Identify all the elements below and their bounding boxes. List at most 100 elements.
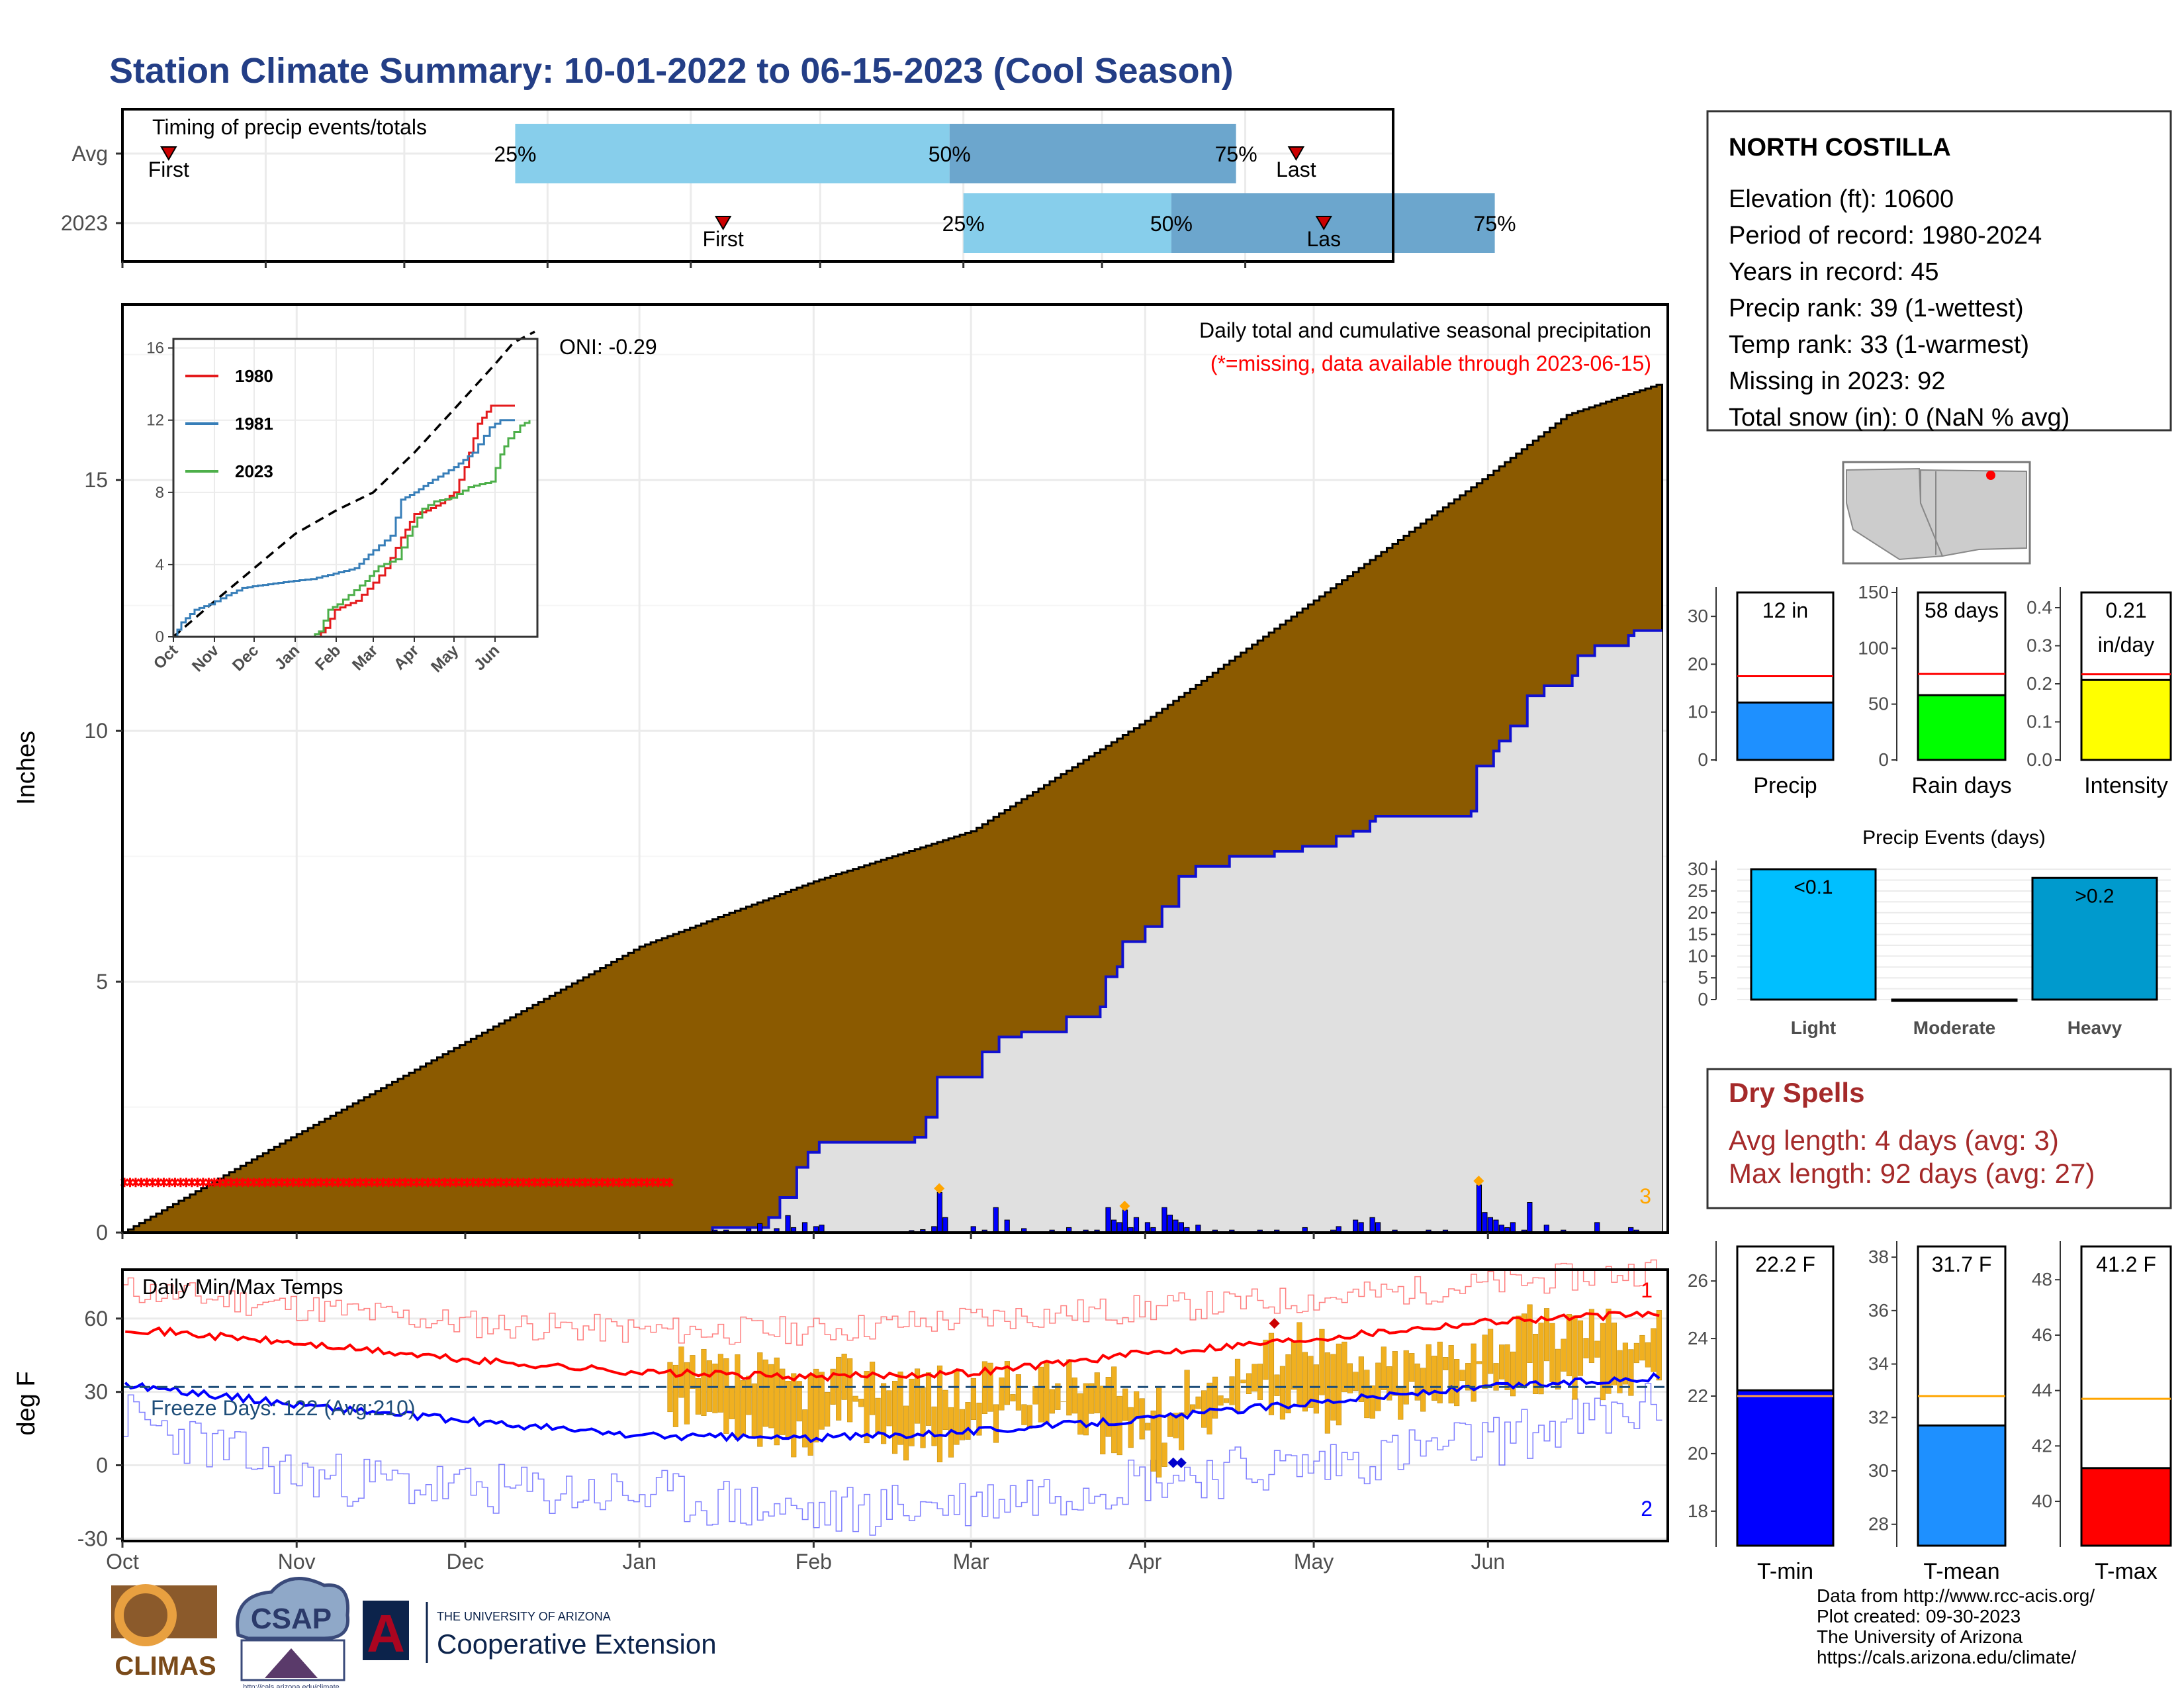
cum-y-axis-label: Inches (13, 731, 40, 805)
daily-temp-range-bar (897, 1372, 903, 1445)
summary-y-tick-label: 10 (1688, 702, 1708, 722)
daily-temp-range-bar (1583, 1338, 1589, 1358)
summary-y-tick-label: 0.0 (2026, 749, 2052, 770)
ua-logo-letter: A (367, 1604, 405, 1663)
daily-precip-bar (1173, 1219, 1179, 1233)
daily-temp-range-bar (729, 1387, 735, 1419)
figure-title: Station Climate Summary: 10-01-2022 to 0… (109, 51, 1234, 91)
month-tick-label: Jan (622, 1550, 657, 1573)
events-y-tick-label: 15 (1688, 924, 1708, 945)
summary-y-tick-label: 48 (2032, 1269, 2052, 1289)
cum-y-tick-label: 0 (96, 1221, 108, 1244)
summary-bar-value-label: 22.2 F (1755, 1252, 1815, 1276)
daily-temp-range-bar (1094, 1372, 1100, 1413)
timing-marker (160, 146, 177, 161)
events-y-tick-label: 5 (1698, 967, 1708, 988)
summary-bar-xlabel: Intensity (2084, 773, 2168, 798)
events-y-tick-label: 30 (1688, 859, 1708, 879)
summary-y-tick-label: 34 (1868, 1354, 1889, 1374)
csap-logo-url: http://cals.arizona.edu/climate (243, 1683, 340, 1688)
daily-temp-range-bar (931, 1406, 937, 1446)
summary-y-tick-label: 18 (1688, 1501, 1708, 1521)
daily-temp-range-bar (1156, 1386, 1162, 1477)
daily-precip-bar (1369, 1217, 1375, 1233)
daily-precip-bar (942, 1217, 948, 1233)
dry-spells-line: Max length: 92 days (avg: 27) (1729, 1158, 2095, 1189)
daily-temp-range-bar (852, 1395, 858, 1402)
events-bar (1891, 998, 2018, 1002)
daily-precip-bar (936, 1192, 942, 1233)
summary-bar-value-label: 58 days (1925, 598, 1999, 622)
daily-temp-range-bar (1538, 1323, 1544, 1395)
daily-temp-range-bar (667, 1362, 673, 1413)
daily-temp-range-bar (1195, 1396, 1201, 1409)
summary-bar-value-label: in/day (2098, 633, 2154, 657)
daily-temp-range-bar (740, 1380, 746, 1436)
daily-temp-range-bar (785, 1381, 791, 1440)
daily-precip-bar (1111, 1219, 1117, 1233)
daily-temp-range-bar (1437, 1341, 1443, 1403)
daily-temp-range-bar (1010, 1394, 1016, 1401)
summary-y-tick-label: 30 (1868, 1460, 1889, 1481)
daily-temp-range-bar (864, 1371, 870, 1444)
daily-temp-range-bar (1184, 1370, 1190, 1416)
temp-y-tick-label: 30 (84, 1380, 108, 1404)
logos: CLIMAS CSAP http://cals.arizona.edu/climat… (111, 1577, 717, 1688)
daily-temp-range-bar (1313, 1364, 1319, 1414)
daily-max-marker (1473, 1176, 1484, 1187)
record-min-line (122, 1383, 1662, 1536)
avg-max-temp-line (125, 1310, 1660, 1382)
daily-precip-bar (1476, 1184, 1482, 1233)
cum-corner-label: 3 (1639, 1184, 1651, 1208)
events-y-tick-label: 10 (1688, 945, 1708, 966)
daily-temp-range-bar (762, 1359, 768, 1427)
daily-temp-range-bar (1594, 1340, 1600, 1358)
summary-bar-value-label: 41.2 F (2096, 1252, 2156, 1276)
daily-temp-range-bar (1105, 1377, 1111, 1437)
temperature-summary-bars: 22.2 F 18 20 22 24 26 T-min 31.7 F 28 30 32 34 36 38 T… (1688, 1241, 2172, 1584)
temp-label-bottom: 2 (1641, 1497, 1653, 1521)
daily-temp-range-bar (723, 1358, 729, 1434)
daily-temp-range-bar (1089, 1383, 1095, 1414)
daily-temp-range-bar (965, 1402, 971, 1440)
daily-temp-range-bar (1622, 1342, 1628, 1385)
daily-temp-range-bar (1387, 1366, 1392, 1401)
daily-temp-range-bar (1342, 1341, 1347, 1392)
daily-temp-range-bar (1246, 1373, 1252, 1394)
daily-temp-range-bar (1617, 1350, 1623, 1393)
daily-temp-range-bar (1234, 1358, 1241, 1413)
summary-bar-fill (2080, 679, 2172, 761)
record-max-line (122, 1259, 1662, 1346)
temp-y-tick-label: 60 (84, 1307, 108, 1331)
events-y-tick-label: 20 (1688, 902, 1708, 923)
daily-temp-range-bar (1347, 1363, 1353, 1393)
daily-precip-bar (1144, 1222, 1151, 1233)
events-bar-label: <0.1 (1794, 876, 1833, 898)
timing-marker-label: First (148, 158, 189, 181)
daily-temp-range-bar (1021, 1404, 1027, 1425)
month-tick-label: Dec (446, 1550, 484, 1573)
timing-pct-label: 75% (1215, 142, 1257, 166)
events-category-label: Light (1791, 1017, 1836, 1038)
timing-bar-25-50 (515, 124, 950, 183)
summary-y-tick-label: 24 (1688, 1328, 1708, 1348)
summary-bar-fill (1736, 1389, 1835, 1547)
daily-temp-range-bar (1488, 1329, 1494, 1374)
daily-precip-bar (1527, 1202, 1533, 1233)
daily-temp-range-bar (1285, 1354, 1291, 1413)
daily-precip-bar (756, 1223, 763, 1233)
daily-temp-range-bar (1111, 1366, 1117, 1454)
summary-bar-fill (1917, 694, 2007, 761)
daily-temp-range-bar (1543, 1308, 1550, 1362)
timing-frame (121, 108, 1394, 263)
freeze-days-label: Freeze Days: 122 (Avg:210) (151, 1396, 416, 1420)
station-info-line: Precip rank: 39 (1-wettest) (1729, 295, 2024, 322)
daily-precip-bar (785, 1215, 791, 1233)
min-temp-marker (1167, 1457, 1179, 1468)
dry-spells-line: Avg length: 4 days (avg: 3) (1729, 1125, 2059, 1156)
daily-temp-range-bar (1201, 1390, 1207, 1428)
daily-temp-range-bar (1510, 1351, 1516, 1397)
credit-line: Plot created: 09-30-2023 (1817, 1606, 2021, 1626)
daily-temp-range-bar (1179, 1412, 1185, 1450)
timing-bar-25-50 (963, 193, 1171, 253)
